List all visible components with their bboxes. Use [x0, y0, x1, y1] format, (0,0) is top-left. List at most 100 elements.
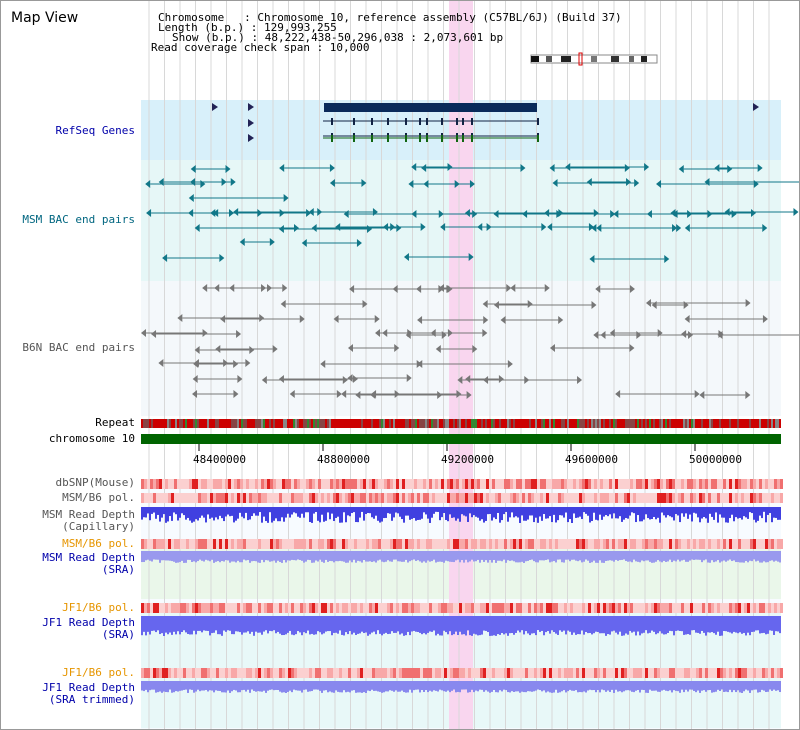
- pol-cell: [543, 479, 546, 489]
- repeat-segment: [227, 419, 229, 428]
- repeat-segment: [539, 419, 541, 428]
- jf1-depth-sra-label[interactable]: JF1 Read Depth: [42, 616, 135, 629]
- pol-cell: [522, 603, 525, 613]
- pol-cell: [330, 479, 333, 489]
- depth-bar: [757, 681, 759, 693]
- depth-bar: [147, 681, 149, 693]
- repeat-track-label[interactable]: Repeat: [95, 416, 135, 429]
- depth-bar: [255, 507, 257, 516]
- pol-cell: [228, 479, 231, 489]
- refseq-track-label[interactable]: RefSeq Genes: [55, 124, 135, 137]
- pol-cell: [636, 539, 639, 549]
- depth-bar: [303, 551, 305, 563]
- repeat-segment: [681, 419, 683, 428]
- depth-bar: [511, 551, 513, 561]
- depth-bar: [251, 551, 253, 562]
- pol-cell: [552, 539, 555, 549]
- pol-cell: [195, 479, 198, 489]
- msm-bac-track-label[interactable]: MSM BAC end pairs: [22, 213, 135, 226]
- pol-cell: [582, 603, 585, 613]
- depth-bar: [151, 507, 153, 514]
- pol-cell: [756, 539, 759, 549]
- repeat-segment: [287, 419, 289, 428]
- depth-bar: [641, 616, 643, 634]
- depth-bar: [605, 616, 607, 636]
- repeat-segment: [223, 419, 225, 428]
- pol-cell: [480, 493, 483, 503]
- depth-bar: [623, 551, 625, 560]
- depth-bar: [423, 681, 425, 692]
- repeat-segment: [207, 419, 209, 428]
- depth-bar: [703, 507, 705, 518]
- msm-bac-end: [396, 224, 402, 232]
- pol-cell: [714, 493, 717, 503]
- pol-cell: [645, 668, 648, 678]
- jf1-b6-pol-trimmed-label[interactable]: JF1/B6 pol.: [62, 666, 135, 679]
- dbsnp-track-label[interactable]: dbSNP(Mouse): [55, 476, 135, 489]
- pol-cell: [381, 493, 384, 503]
- pol-cell: [549, 539, 552, 549]
- b6n-bac-track-label[interactable]: B6N BAC end pairs: [22, 341, 135, 354]
- msm-b6-pol-sra-label[interactable]: MSM/B6 pol.: [62, 537, 135, 550]
- depth-bar: [229, 681, 231, 693]
- b6n-bac-end: [341, 390, 347, 398]
- msm-b6-pol-label[interactable]: MSM/B6 pol.: [62, 491, 135, 504]
- pol-cell: [399, 603, 402, 613]
- depth-bar: [709, 551, 711, 563]
- msm-bac-end: [676, 224, 682, 232]
- depth-bar: [695, 551, 697, 560]
- pol-cell: [492, 493, 495, 503]
- pol-cell: [483, 603, 486, 613]
- jf1-b6-pol-label[interactable]: JF1/B6 pol.: [62, 601, 135, 614]
- b6n-bac-end: [699, 391, 705, 399]
- depth-bar: [691, 551, 693, 560]
- depth-bar: [345, 551, 347, 563]
- msm-bac-end: [158, 178, 164, 186]
- depth-bar: [579, 616, 581, 635]
- depth-bar: [319, 507, 321, 523]
- repeat-segment: [173, 419, 175, 428]
- depth-bar: [601, 616, 603, 634]
- depth-bar: [287, 681, 289, 692]
- repeat-segment: [313, 419, 315, 428]
- repeat-segment: [195, 419, 197, 428]
- repeat-segment: [685, 419, 687, 428]
- repeat-segment: [349, 419, 351, 428]
- msm-depth-capillary-label[interactable]: MSM Read Depth: [42, 508, 135, 521]
- pol-cell: [546, 668, 549, 678]
- chromosome-track-label[interactable]: chromosome 10: [48, 432, 135, 445]
- repeat-segment: [361, 419, 363, 428]
- jf1-depth-trimmed-sub-label: (SRA trimmed): [48, 693, 135, 706]
- pol-cell: [588, 668, 591, 678]
- pol-cell: [732, 603, 735, 613]
- depth-bar: [625, 507, 627, 518]
- pol-cell: [300, 539, 303, 549]
- depth-bar: [455, 551, 457, 561]
- jf1-depth-trimmed-label[interactable]: JF1 Read Depth: [42, 681, 135, 694]
- depth-bar: [591, 551, 593, 563]
- pol-cell: [267, 668, 270, 678]
- depth-bar: [187, 681, 189, 693]
- msm-depth-sra-label[interactable]: MSM Read Depth: [42, 551, 135, 564]
- pol-cell: [264, 668, 267, 678]
- depth-bar: [645, 551, 647, 561]
- pol-cell: [219, 493, 222, 503]
- depth-bar: [503, 507, 505, 515]
- depth-bar: [181, 551, 183, 561]
- depth-bar: [759, 551, 761, 563]
- b6n-bac-end: [417, 360, 423, 368]
- depth-bar: [779, 681, 781, 693]
- b6n-bac-end: [558, 316, 564, 324]
- b6n-bac-end: [456, 390, 462, 398]
- pol-cell: [351, 539, 354, 549]
- pol-cell: [591, 539, 594, 549]
- pol-cell: [177, 479, 180, 489]
- depth-bar: [237, 681, 239, 693]
- pol-cell: [459, 603, 462, 613]
- pol-cell: [150, 493, 153, 503]
- depth-bar: [679, 551, 681, 562]
- pol-cell: [669, 479, 672, 489]
- depth-bar: [755, 616, 757, 631]
- pol-cell: [639, 479, 642, 489]
